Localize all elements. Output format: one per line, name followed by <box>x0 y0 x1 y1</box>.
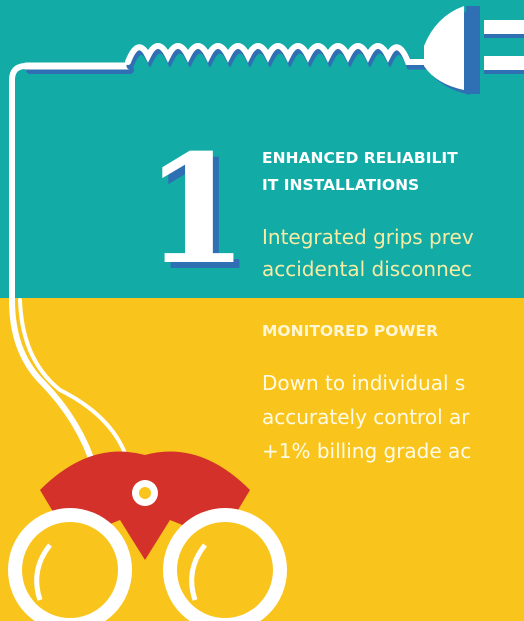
section-body: accurately control ar <box>262 405 470 429</box>
section-title: MONITORED POWER <box>262 322 438 340</box>
badge-number: 1 <box>144 122 248 298</box>
section-body: Integrated grips prev <box>262 225 474 249</box>
section-title: ENHANCED RELIABILIT <box>262 149 458 167</box>
section-title: IT INSTALLATIONS <box>262 176 419 194</box>
section-body: Down to individual s <box>262 371 465 395</box>
section-body: accidental disconnec <box>262 257 472 281</box>
section-body: +1% billing grade ac <box>262 439 471 463</box>
infographic: 1 1 ENHANCED RELIABILIT IT INSTALLATIONS… <box>0 0 524 621</box>
